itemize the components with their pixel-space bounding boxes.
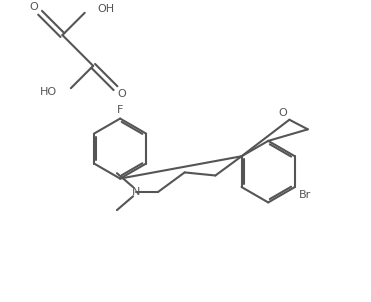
Text: F: F — [117, 105, 123, 115]
Text: OH: OH — [97, 4, 114, 14]
Text: Br: Br — [299, 191, 311, 201]
Text: O: O — [278, 108, 287, 118]
Text: N: N — [132, 187, 140, 197]
Text: HO: HO — [40, 87, 58, 97]
Text: O: O — [30, 2, 38, 12]
Text: O: O — [117, 88, 126, 98]
